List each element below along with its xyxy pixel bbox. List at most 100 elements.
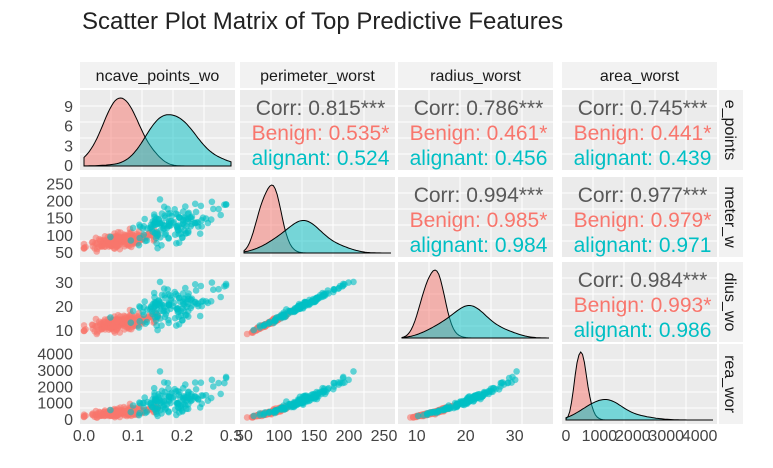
scatter-point [129,402,137,409]
corr-malignant: alignant: 0.986 [574,319,712,342]
scatter-point [164,205,171,213]
scatter-point [92,315,100,323]
y-tick-label: 200 [46,194,73,211]
scatter-point [165,316,172,324]
x-tick-label: 20 [457,428,475,445]
y-tick-label: 50 [55,245,73,262]
scatter-point [165,408,172,415]
scatter-point [221,379,228,387]
scatter-point [330,286,338,294]
scatter-point [80,322,88,329]
scatter-point [172,210,180,218]
density-panel [83,97,232,167]
scatter-point [142,320,149,328]
x-tick-label: 150 [301,428,328,445]
scatter-point [210,286,217,294]
correlation-panel: Corr: 0.786***Benign: 0.461*alignant: 0.… [410,97,548,170]
scatter-point [443,404,451,412]
scatter-point [198,223,206,230]
corr-malignant: alignant: 0.439 [574,147,712,170]
scatter-point [156,196,164,203]
correlation-panel: Corr: 0.977***Benign: 0.979*alignant: 0.… [574,184,712,257]
density-malignant [565,399,713,421]
x-tick-label: 2000 [615,428,651,445]
scatter-point [135,324,143,331]
scatter-point [350,368,357,375]
y-tick-label: 20 [55,299,73,316]
scatter-point [150,289,158,297]
corr-malignant: alignant: 0.971 [574,234,712,257]
panel-background [398,344,553,424]
scatter-point [295,400,302,408]
scatter-point [97,319,105,327]
scatter-point [278,312,285,320]
scatter-point [181,396,188,404]
scatter-point [350,278,357,286]
scatter-point [243,330,251,338]
scatter-point [192,208,200,216]
scatter-point [175,400,182,408]
scatter-point [191,200,199,208]
scatter-point [345,376,352,384]
scatter-point [196,230,204,237]
scatter-point [172,290,180,298]
scatter-point [188,296,195,304]
scatter-point [158,322,165,329]
x-tick-label: 10 [408,428,426,445]
scatter-point [129,307,137,315]
scatter-point [81,244,88,252]
scatter-point [330,383,338,390]
y-tick-label: 4000 [37,347,73,364]
scatter-point [161,225,168,232]
scatter-point [154,326,161,334]
scatter-point [172,388,180,395]
scatter-point [192,287,200,294]
scatter-point [150,384,158,392]
scatter-point [301,302,309,310]
scatter-point [97,236,105,244]
scatter-point [107,233,114,241]
scatter-point [339,374,347,382]
scatter-point [142,409,149,417]
scatter-point [339,282,347,289]
scatter-point [198,302,206,310]
corr-malignant: alignant: 0.984 [410,234,548,257]
scatter-point [127,319,135,327]
scatter-point [272,315,280,322]
scatter-point [513,368,520,375]
scatter-point [81,327,88,334]
density-malignant [401,305,549,339]
scatter-panel [243,278,357,338]
scatter-point [113,408,121,415]
scatter-point [101,243,108,250]
corr-overall: Corr: 0.745*** [578,97,708,120]
x-tick-label: 0.2 [171,428,193,445]
scatter-point [141,215,148,223]
scatter-point [136,304,144,311]
scatter-point [215,205,222,213]
scatter-point [184,313,192,320]
scatter-point [175,409,183,416]
scatter-point [156,234,164,241]
scatter-point [158,210,166,217]
scatter-point [156,315,164,322]
scatter-point [113,235,121,242]
scatter-point [250,412,257,420]
x-tick-label: 0.1 [122,428,144,445]
scatter-point [217,293,224,301]
y-tick-label: 30 [55,275,73,292]
scatter-point [210,383,217,390]
x-tick-label: 30 [506,428,524,445]
scatter-point [311,296,318,304]
scatter-point [210,205,217,213]
scatter-point [307,396,314,404]
scatter-point [311,390,318,398]
scatter-point [161,307,168,315]
scatter-point [169,394,177,402]
scatter-point [165,234,172,242]
corr-benign: Benign: 0.979* [574,209,712,232]
density-panel [401,269,549,339]
y-tick-label: 3 [64,138,73,155]
strip-background [240,62,395,88]
scatter-point [286,400,294,408]
